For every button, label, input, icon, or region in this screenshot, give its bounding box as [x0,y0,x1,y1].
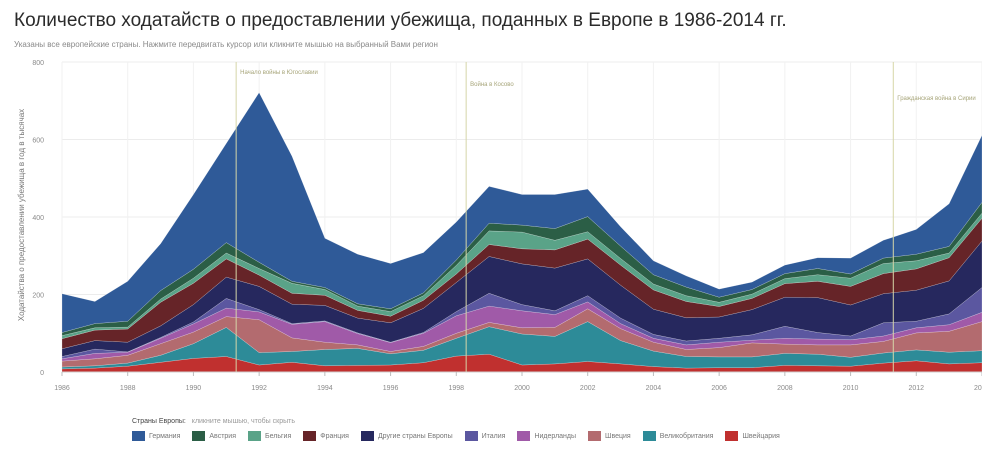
x-tick-label: 1988 [120,385,136,392]
legend-label: Бельгия [265,432,292,440]
legend-label: Швеция [605,432,631,440]
x-tick-label: 2008 [777,385,793,392]
legend-item[interactable]: Нидерланды [517,431,576,441]
x-tick-label: 2006 [711,385,727,392]
x-tick-label: 2012 [908,385,924,392]
chart-title: Количество ходатайств о предоставлении у… [14,10,787,31]
y-tick-label: 600 [32,138,44,145]
area-series-9[interactable] [61,92,982,333]
legend-item[interactable]: Германия [132,431,180,441]
x-tick-label: 20 [974,385,982,392]
legend-swatch [360,431,374,441]
legend-item[interactable]: Италия [464,431,506,441]
legend-item[interactable]: Великобритания [642,431,714,441]
legend-note: кликните мышью, чтобы скрыть [191,418,295,425]
y-tick-label: 0 [40,370,44,377]
x-tick-label: 2004 [646,385,662,392]
stacked-area-chart[interactable]: Начало войны в Югославии Война в Косово Гр… [0,0,982,410]
legend-item[interactable]: Другие страны Европы [360,431,453,441]
legend-swatch [303,431,317,441]
legend-label: Нидерланды [534,432,577,440]
legend-item[interactable]: Швейцария [725,431,780,441]
x-tick-label: 1996 [383,385,399,392]
chart-subtitle: Указаны все европейские страны. Нажмите … [14,40,438,49]
legend-swatch [725,431,739,441]
legend-swatch [132,431,145,441]
annotations: Начало войны в Югославии Война в Косово Гр… [235,62,976,372]
y-tick-label: 800 [32,60,44,67]
y-tick-label: 200 [32,293,44,300]
y-tick-label: 400 [32,215,44,222]
x-axis: 1986 1988 1990 1992 1994 1996 1998 2000 2002 2004… [54,371,982,392]
legend-item[interactable]: Бельгия [248,431,291,441]
legend-label: Другие страны Европы [377,432,453,440]
legend: Страны Европы: кликните мышью, чтобы скр… [132,418,962,441]
annotation-label: Начало войны в Югославии [240,69,318,76]
legend-item[interactable]: Франция [303,431,349,441]
legend-label: Великобритания [659,432,714,440]
area-layers[interactable] [61,92,982,373]
y-axis-label: Ходатайства о предоставлении убежища в г… [17,109,26,321]
legend-label: Швейцария [742,432,780,440]
annotation-label: Гражданская война в Сирии [897,95,975,102]
x-tick-label: 1990 [186,385,202,392]
y-axis: 0 200 400 600 800 [32,60,44,377]
legend-label: Италия [481,432,506,440]
x-tick-label: 2002 [580,385,596,392]
x-tick-label: 1994 [317,385,333,392]
legend-heading: Страны Европы: [132,418,186,425]
x-tick-label: 1998 [448,385,464,392]
x-tick-label: 1986 [54,385,70,392]
annotation-label: Война в Косово [470,81,514,88]
legend-swatch [642,431,656,441]
legend-item[interactable]: Швеция [588,431,631,441]
legend-swatch [192,431,206,441]
legend-item[interactable]: Австрия [192,431,236,441]
legend-swatch [588,431,602,441]
x-tick-label: 2010 [843,385,859,392]
x-tick-label: 2000 [514,385,530,392]
x-tick-label: 1992 [251,385,267,392]
legend-label: Австрия [209,432,236,440]
legend-items: Германия Австрия Бельгия Франция Другие стра… [132,431,962,441]
legend-heading-row: Страны Европы: кликните мышью, чтобы скр… [132,418,962,425]
legend-label: Франция [320,432,349,440]
legend-swatch [517,431,531,441]
legend-swatch [248,431,261,441]
legend-label: Германия [149,432,181,440]
legend-swatch [464,431,478,441]
